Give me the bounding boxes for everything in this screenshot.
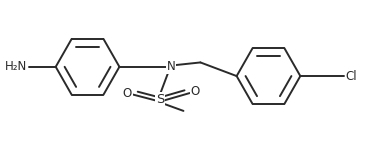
Text: Cl: Cl <box>345 70 357 83</box>
Text: N: N <box>166 60 175 73</box>
Text: O: O <box>123 87 132 100</box>
Text: S: S <box>156 93 164 106</box>
Text: H₂N: H₂N <box>5 60 27 73</box>
Text: O: O <box>190 85 200 98</box>
